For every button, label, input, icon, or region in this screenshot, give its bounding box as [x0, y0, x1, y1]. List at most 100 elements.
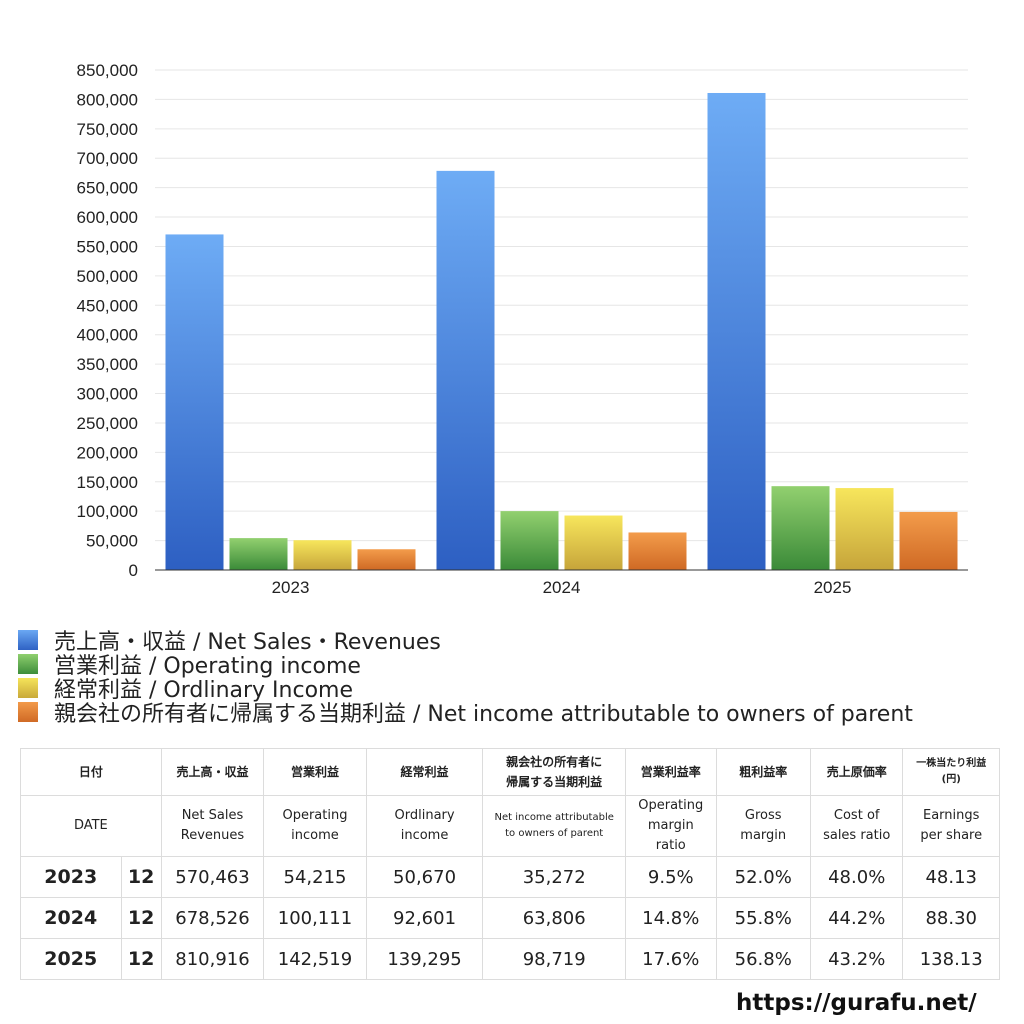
- y-tick-label: 650,000: [77, 179, 138, 198]
- th-net-sales-en-line2: Revenues: [180, 828, 245, 843]
- legend-label-operating-income: 営業利益 / Operating income: [54, 654, 361, 679]
- y-tick-label: 150,000: [77, 473, 138, 492]
- th-operating-margin-jp: 営業利益率: [625, 748, 717, 796]
- x-tick-label: 2023: [272, 578, 310, 597]
- th-eps-en: Earnings per share: [902, 795, 1000, 857]
- th-net-income-en-line2: to owners of parent: [505, 828, 604, 839]
- th-cost-ratio-en-line1: Cost of: [833, 808, 880, 823]
- y-tick-label: 0: [129, 561, 138, 580]
- cell-cost-ratio: 48.0%: [809, 856, 904, 898]
- cell-cost-ratio: 44.2%: [809, 897, 904, 939]
- y-tick-label: 300,000: [77, 385, 138, 404]
- cell-eps: 48.13: [902, 856, 1000, 898]
- th-cost-ratio-jp: 売上原価率: [809, 748, 904, 796]
- y-tick-label: 600,000: [77, 208, 138, 227]
- y-tick-label: 800,000: [77, 90, 138, 109]
- th-date-en: DATE: [20, 795, 162, 857]
- bar-2025-series-3: [899, 511, 958, 570]
- th-net-income-jp-line2: 帰属する当期利益: [506, 775, 603, 789]
- cell-year: 2023: [20, 856, 122, 898]
- th-operating-margin-en-line2: margin: [647, 818, 694, 833]
- legend-item-net-sales: 売上高・収益 / Net Sales・Revenues: [18, 628, 913, 655]
- y-tick-label: 850,000: [77, 61, 138, 80]
- legend-item-ordinary-income: 経常利益 / Ordlinary Income: [18, 676, 913, 703]
- y-tick-label: 700,000: [77, 149, 138, 168]
- th-operating-income-jp: 営業利益: [263, 748, 367, 796]
- cell-operating-income: 100,111: [263, 897, 367, 939]
- site-url-watermark: https://gurafu.net/: [736, 990, 977, 1016]
- legend-swatch-net-sales: [18, 630, 38, 650]
- th-operating-margin-en-line1: Operating: [638, 798, 704, 813]
- th-operating-income-en-line1: Operating: [282, 808, 348, 823]
- legend-item-net-income: 親会社の所有者に帰属する当期利益 / Net income attributab…: [18, 700, 913, 727]
- bar-2025-series-0: [707, 92, 766, 570]
- cell-operating-margin: 9.5%: [625, 856, 717, 898]
- cell-month: 12: [120, 938, 162, 980]
- cell-net-sales: 810,916: [160, 938, 265, 980]
- cell-net-income: 35,272: [482, 856, 627, 898]
- th-date-jp: 日付: [20, 748, 162, 796]
- cell-operating-income: 54,215: [263, 856, 367, 898]
- cell-net-sales: 678,526: [160, 897, 265, 939]
- legend-label-net-income: 親会社の所有者に帰属する当期利益 / Net income attributab…: [54, 702, 913, 727]
- legend-swatch-operating-income: [18, 654, 38, 674]
- th-net-sales-en-line1: Net Sales: [181, 808, 244, 823]
- y-tick-label: 50,000: [86, 532, 138, 551]
- cell-net-sales: 570,463: [160, 856, 265, 898]
- bar-2024-series-2: [564, 515, 623, 570]
- y-axis-tick-labels: 0 50,000 100,000 150,000 200,000 250,000 300,0…: [77, 61, 138, 580]
- cell-eps: 138.13: [902, 938, 1000, 980]
- bar-2023-series-1: [229, 538, 288, 570]
- th-cost-ratio-en-line2: sales ratio: [823, 828, 891, 843]
- th-operating-income-en-line2: income: [291, 828, 339, 843]
- th-eps-en-line1: Earnings: [923, 808, 980, 823]
- legend: 売上高・収益 / Net Sales・Revenues 営業利益 / Opera…: [18, 628, 913, 727]
- bar-2024-series-1: [500, 511, 559, 570]
- cell-net-income: 98,719: [482, 938, 627, 980]
- th-gross-margin-jp: 粗利益率: [715, 748, 811, 796]
- y-tick-label: 400,000: [77, 326, 138, 345]
- cell-month: 12: [120, 897, 162, 939]
- th-gross-margin-en: Gross margin: [715, 795, 811, 857]
- cell-gross-margin: 56.8%: [715, 938, 811, 980]
- x-tick-label: 2024: [543, 578, 581, 597]
- bar-2025-series-2: [835, 488, 894, 570]
- bar-2023-series-2: [293, 540, 352, 570]
- cell-ordinary-income: 92,601: [365, 897, 484, 939]
- bar-2025-series-1: [771, 486, 830, 570]
- legend-item-operating-income: 営業利益 / Operating income: [18, 652, 913, 679]
- bar-2023-series-0: [165, 234, 224, 570]
- bar-2024-series-3: [628, 532, 687, 570]
- y-tick-label: 350,000: [77, 355, 138, 374]
- y-tick-label: 100,000: [77, 502, 138, 521]
- bar-2023-series-3: [357, 549, 416, 570]
- y-tick-label: 750,000: [77, 120, 138, 139]
- legend-swatch-ordinary-income: [18, 678, 38, 698]
- th-eps-jp-line1: 一株当たり利益: [916, 758, 987, 769]
- grid-lines: [155, 69, 968, 542]
- table-header-en: DATE Net Sales Revenues Operating income…: [20, 795, 1000, 857]
- th-net-income-jp-line1: 親会社の所有者に: [506, 755, 603, 769]
- th-net-sales-en: Net Sales Revenues: [160, 795, 265, 857]
- th-net-income-en-line1: Net income attributable: [494, 812, 614, 823]
- th-net-sales-jp: 売上高・収益: [160, 748, 265, 796]
- th-operating-margin-en-line3: ratio: [655, 838, 686, 853]
- th-operating-income-en: Operating income: [263, 795, 367, 857]
- bar-2024-series-0: [436, 170, 495, 570]
- y-tick-label: 500,000: [77, 267, 138, 286]
- th-gross-margin-en-line1: Gross: [744, 808, 782, 823]
- table-row: 2024 12 678,526 100,111 92,601 63,806 14…: [20, 897, 1000, 939]
- cell-cost-ratio: 43.2%: [809, 938, 904, 980]
- cell-operating-margin: 17.6%: [625, 938, 717, 980]
- cell-ordinary-income: 139,295: [365, 938, 484, 980]
- cell-year: 2025: [20, 938, 122, 980]
- th-eps-jp: 一株当たり利益 (円): [902, 748, 1000, 796]
- cell-operating-margin: 14.8%: [625, 897, 717, 939]
- th-ordinary-income-en-line2: income: [400, 828, 449, 843]
- cell-year: 2024: [20, 897, 122, 939]
- cell-net-income: 63,806: [482, 897, 627, 939]
- th-ordinary-income-en: Ordlinary income: [365, 795, 484, 857]
- financial-table: 日付 売上高・収益 営業利益 経常利益 親会社の所有者に 帰属する当期利益 営業…: [20, 748, 1000, 980]
- cell-operating-income: 142,519: [263, 938, 367, 980]
- th-net-income-jp: 親会社の所有者に 帰属する当期利益: [482, 748, 627, 796]
